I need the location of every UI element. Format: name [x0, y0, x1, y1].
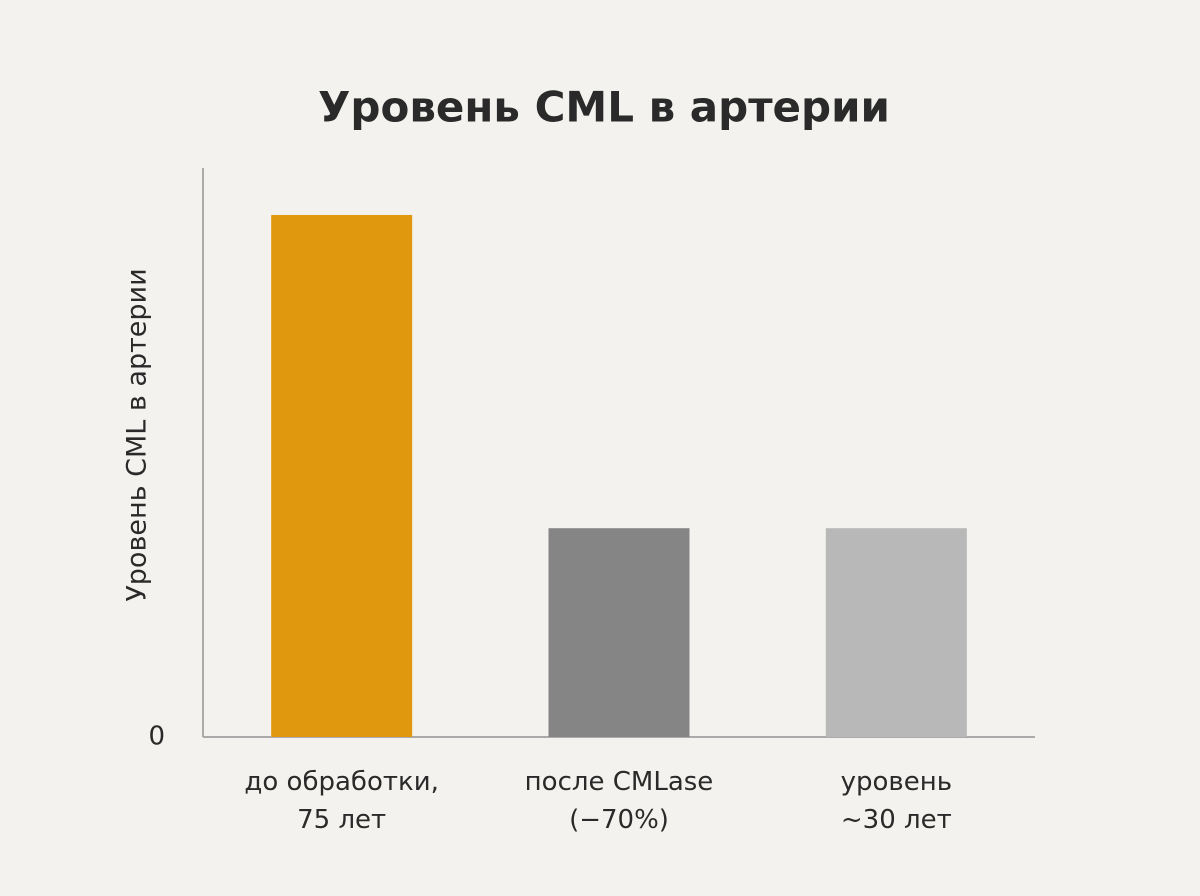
bar: [825, 528, 967, 737]
y-tick-label: 0: [148, 722, 165, 752]
chart-title: Уровень CML в артерии: [318, 83, 890, 132]
y-axis-label: Уровень CML в артерии: [122, 268, 153, 601]
x-tick-label: уровень ~30 лет: [840, 767, 953, 835]
x-tick-label: до обработки, 75 лет: [244, 767, 439, 835]
bar: [548, 528, 690, 737]
x-tick-label: после CMLase (−70%): [524, 767, 714, 835]
bar: [271, 214, 413, 738]
